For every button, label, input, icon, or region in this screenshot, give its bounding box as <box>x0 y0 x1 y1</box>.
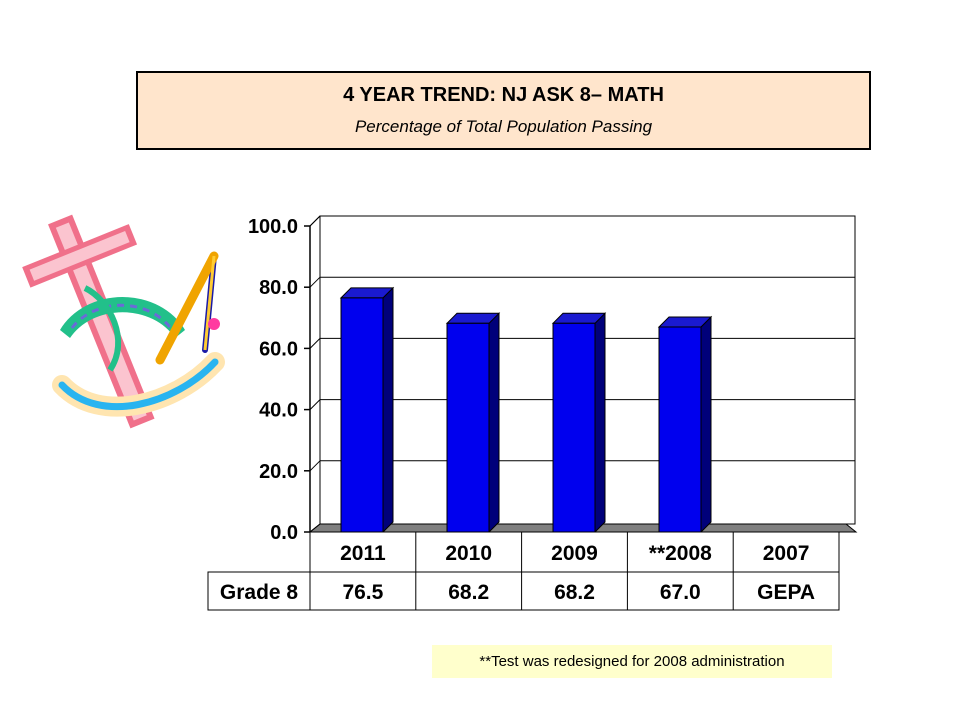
math-tools-clipart-icon <box>22 214 225 429</box>
table-data-row <box>207 571 840 611</box>
bar <box>339 286 395 534</box>
table-category-label: 2010 <box>445 542 492 565</box>
gridline-diag <box>309 215 321 227</box>
bar-side <box>488 312 500 534</box>
chart-subtitle: Percentage of Total Population Passing <box>354 117 653 136</box>
bar-top <box>445 312 501 324</box>
gridline-diag <box>309 338 321 349</box>
gridline-diag <box>309 460 321 472</box>
bar-top <box>339 287 395 299</box>
bar <box>551 312 607 534</box>
bars <box>339 286 713 534</box>
bar-side <box>382 286 394 534</box>
chart-title-box: 4 YEAR TREND: NJ ASK 8– MATH Percentage … <box>136 71 871 150</box>
footnote: **Test was redesigned for 2008 administr… <box>432 645 832 678</box>
bar-front <box>340 297 384 533</box>
y-tick-label: 20.0 <box>259 461 298 483</box>
bar-front <box>552 322 596 533</box>
bar-side <box>594 312 606 534</box>
gridline-diag <box>309 399 321 410</box>
table-row-label: Grade 8 <box>220 581 299 604</box>
bar-top <box>657 316 713 328</box>
bar-side <box>700 315 712 534</box>
y-tick-label: 80.0 <box>259 277 298 299</box>
table-header-row <box>309 531 840 573</box>
gridline-diag <box>309 276 321 288</box>
chart-title: 4 YEAR TREND: NJ ASK 8– MATH <box>343 84 664 106</box>
bar <box>657 315 713 534</box>
data-table: 2011 76.5 2010 68.2 2009 68.2 **2008 67.0 2007 GE… <box>207 531 840 611</box>
y-tick-label: 100.0 <box>248 216 298 238</box>
bar-front <box>446 322 490 533</box>
table-value: 68.2 <box>448 581 489 604</box>
bar-top <box>551 312 607 324</box>
y-tick-label: 0.0 <box>270 522 298 544</box>
y-tick-label: 60.0 <box>259 338 298 360</box>
bar <box>445 312 501 534</box>
table-value: GEPA <box>757 581 815 604</box>
table-value: 76.5 <box>342 581 383 604</box>
y-tick-labels: 100.0 80.0 60.0 40.0 20.0 0.0 <box>248 216 310 544</box>
bar-front <box>658 326 702 533</box>
table-value: 68.2 <box>554 581 595 604</box>
table-category-label: 2007 <box>763 542 810 565</box>
table-category-label: **2008 <box>649 542 712 565</box>
table-category-label: 2011 <box>340 542 386 565</box>
table-value: 67.0 <box>660 581 701 604</box>
table-category-label: 2009 <box>551 542 598 565</box>
y-tick-label: 40.0 <box>259 400 298 422</box>
